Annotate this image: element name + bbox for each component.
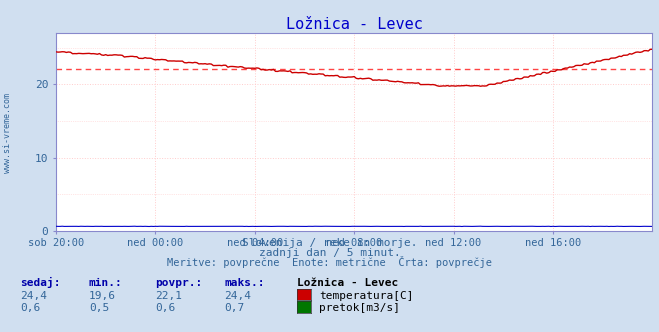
Text: 22,1: 22,1 <box>155 291 182 301</box>
Text: 19,6: 19,6 <box>89 291 116 301</box>
Text: temperatura[C]: temperatura[C] <box>319 291 413 301</box>
Text: Slovenija / reke in morje.: Slovenija / reke in morje. <box>242 238 417 248</box>
Text: maks.:: maks.: <box>224 278 264 288</box>
Text: 24,4: 24,4 <box>224 291 251 301</box>
Text: zadnji dan / 5 minut.: zadnji dan / 5 minut. <box>258 248 401 258</box>
Text: 24,4: 24,4 <box>20 291 47 301</box>
Text: 0,6: 0,6 <box>20 303 40 313</box>
Text: 0,6: 0,6 <box>155 303 175 313</box>
Title: Ložnica - Levec: Ložnica - Levec <box>286 17 422 32</box>
Text: sedaj:: sedaj: <box>20 277 60 288</box>
Text: pretok[m3/s]: pretok[m3/s] <box>319 303 400 313</box>
Text: 0,5: 0,5 <box>89 303 109 313</box>
Text: 0,7: 0,7 <box>224 303 244 313</box>
Text: Meritve: povprečne  Enote: metrične  Črta: povprečje: Meritve: povprečne Enote: metrične Črta:… <box>167 256 492 268</box>
Text: povpr.:: povpr.: <box>155 278 202 288</box>
Text: www.si-vreme.com: www.si-vreme.com <box>3 93 13 173</box>
Text: min.:: min.: <box>89 278 123 288</box>
Text: Ložnica - Levec: Ložnica - Levec <box>297 278 398 288</box>
